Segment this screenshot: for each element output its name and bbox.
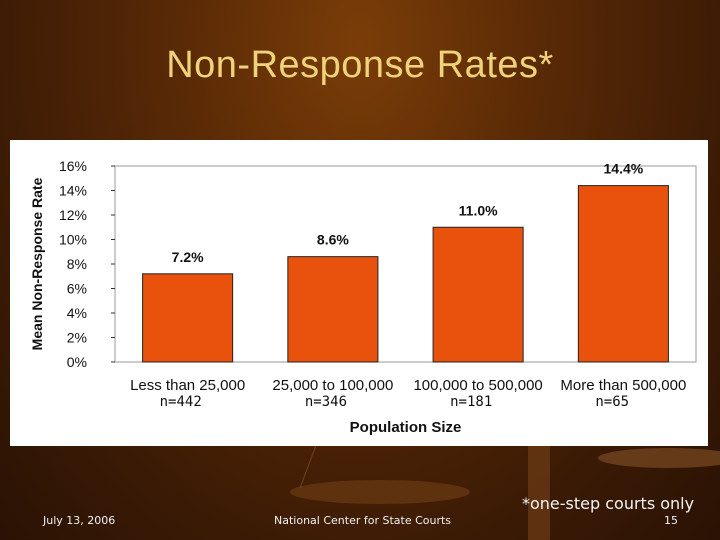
scale-decoration-icon xyxy=(290,440,720,540)
sample-size-label: n=65 xyxy=(595,394,630,410)
y-tick-label: 0% xyxy=(67,354,87,370)
bar xyxy=(142,273,234,363)
y-tick-label: 10% xyxy=(59,232,87,248)
x-tick-label: More than 500,000 xyxy=(560,377,686,394)
sample-size-label: n=442 xyxy=(159,394,202,410)
y-tick-label: 8% xyxy=(67,256,87,272)
x-tick-label: Less than 25,000 xyxy=(130,377,245,394)
x-tick-label: 100,000 to 500,000 xyxy=(413,377,542,394)
x-tick-label: 25,000 to 100,000 xyxy=(272,377,393,394)
y-tick-label: 16% xyxy=(59,158,87,174)
y-tick-label: 4% xyxy=(67,305,87,321)
y-tick-label: 14% xyxy=(59,183,87,199)
footnote: *one-step courts only xyxy=(522,494,695,513)
footer-date: July 13, 2006 xyxy=(43,514,116,527)
footer-organization: National Center for State Courts xyxy=(274,514,452,527)
y-tick-label: 12% xyxy=(59,207,87,223)
x-axis-title: Population Size xyxy=(350,419,462,436)
bar xyxy=(577,185,669,363)
slide-title: Non-Response Rates* xyxy=(166,44,554,86)
bar-chart: 0% 2% 4% 6% 8% 10% 12% 14% 16% Mean Non-Response … xyxy=(29,158,697,436)
data-label: 7.2% xyxy=(172,249,204,265)
y-axis-title: Mean Non-Response Rate xyxy=(29,177,45,350)
data-label: 14.4% xyxy=(604,161,644,177)
page-number: 15 xyxy=(664,514,678,527)
sample-size-label: n=346 xyxy=(304,394,348,410)
chart-panel: 0% 2% 4% 6% 8% 10% 12% 14% 16% Mean Non-Response … xyxy=(10,140,708,446)
bar xyxy=(287,256,379,363)
y-tick-label: 6% xyxy=(67,281,87,297)
y-tick-label: 2% xyxy=(67,330,87,346)
bar xyxy=(432,226,524,363)
data-label: 8.6% xyxy=(317,232,349,248)
data-label: 11.0% xyxy=(459,202,498,218)
sample-size-label: n=181 xyxy=(450,394,493,410)
